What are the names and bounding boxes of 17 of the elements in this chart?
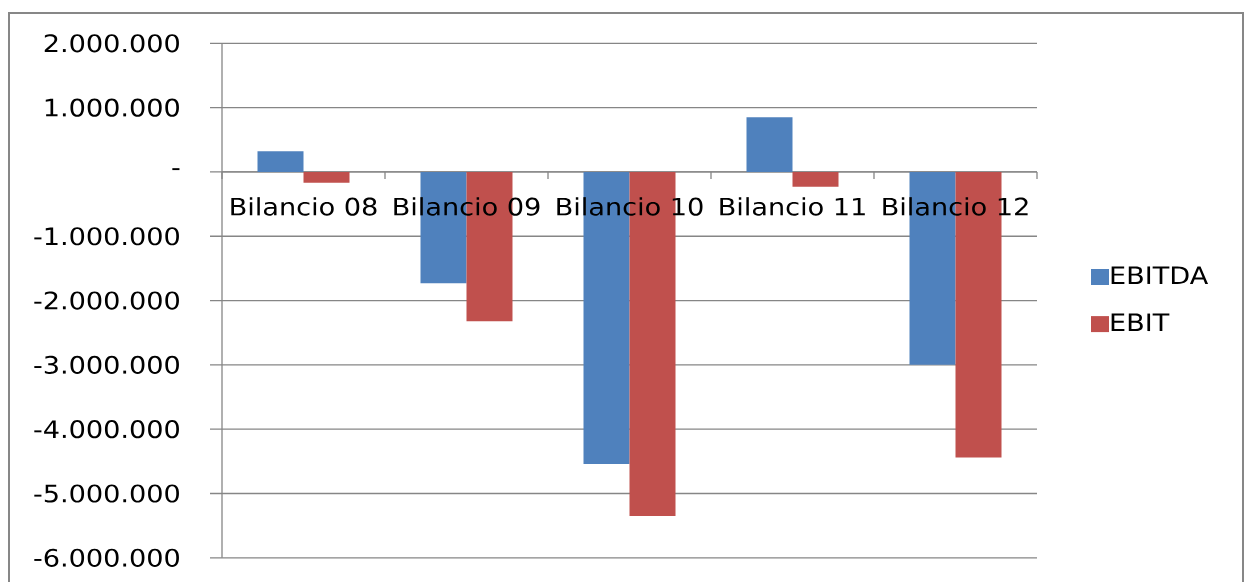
y-tick-label: -1.000.000 bbox=[34, 227, 179, 246]
y-tick-label: -6.000.000 bbox=[34, 548, 179, 567]
y-tick-label: -2.000.000 bbox=[34, 291, 179, 310]
bar bbox=[746, 117, 793, 172]
x-tick-label: Bilancio 08 bbox=[231, 197, 377, 216]
y-tick-label: 2.000.000 bbox=[44, 34, 179, 53]
y-tick-label: -5.000.000 bbox=[34, 484, 179, 503]
bar bbox=[257, 151, 304, 172]
y-tick-label: - bbox=[172, 168, 180, 171]
legend-label: EBITDA bbox=[1111, 266, 1209, 284]
bar bbox=[792, 171, 839, 187]
x-tick-label: Bilancio 11 bbox=[720, 197, 865, 216]
bar bbox=[303, 171, 350, 183]
y-tick-label: -4.000.000 bbox=[34, 420, 179, 439]
y-tick-label: 1.000.000 bbox=[45, 98, 179, 117]
y-tick-label: -3.000.000 bbox=[34, 355, 179, 374]
legend-label: EBIT bbox=[1111, 313, 1170, 332]
